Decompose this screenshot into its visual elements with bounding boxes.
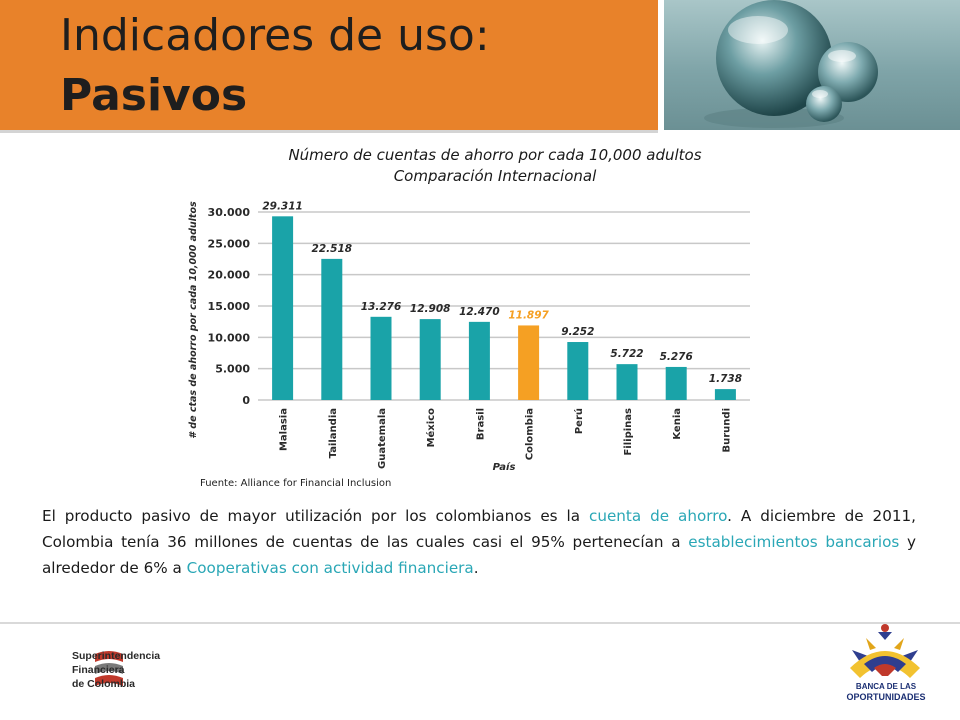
- data-label: 9.252: [561, 326, 594, 338]
- x-tick-label: Kenia: [672, 408, 683, 440]
- highlight-savings-account: cuenta de ahorro: [588, 507, 728, 525]
- data-label: 5.722: [610, 348, 643, 360]
- y-axis-label: # de ctas de ahorro por cada 10,000 adul…: [188, 201, 199, 439]
- chart-source: Fuente: Alliance for Financial Inclusion: [200, 478, 392, 489]
- y-tick-label: 30.000: [208, 206, 251, 219]
- paragraph-text-1: El producto pasivo de mayor utilización …: [42, 507, 589, 525]
- bar: [665, 366, 687, 400]
- x-tick-label: Brasil: [475, 408, 486, 440]
- data-label: 11.897: [508, 309, 549, 321]
- data-label: 12.908: [410, 303, 451, 315]
- water-drops-image: [664, 0, 960, 130]
- bar: [370, 316, 392, 400]
- highlight-banks: establecimientos bancarios: [688, 533, 900, 551]
- highlight-cooperatives: Cooperativas con actividad financiera: [186, 559, 474, 577]
- chart-title-line1: Número de cuentas de ahorro por cada 10,…: [288, 146, 702, 164]
- bar: [518, 325, 540, 400]
- banca-oportunidades-logo-icon: [850, 624, 920, 678]
- superintendencia-logo-icon: [95, 651, 123, 686]
- footer-divider: [0, 622, 960, 624]
- x-tick-label: Guatemala: [377, 408, 388, 469]
- paragraph-text-3: y alrededor de 6% a: [42, 533, 916, 577]
- data-label: 29.311: [262, 200, 303, 212]
- x-tick-label: México: [425, 408, 437, 448]
- slide-header: Indicadores de uso: Pasivos: [0, 0, 960, 130]
- banca-logo-line2: OPORTUNIDADES: [846, 692, 926, 702]
- y-tick-label: 5.000: [215, 363, 250, 376]
- banca-logo-line1: BANCA DE LAS: [855, 682, 917, 691]
- data-label: 5.276: [660, 351, 693, 363]
- data-label: 1.738: [709, 373, 742, 385]
- bar-chart: 0 5.000 10.000 15.000 20.000 25.000 30.000 # de…: [188, 200, 750, 473]
- y-tick-label: 0: [242, 394, 250, 407]
- x-tick-label: Colombia: [525, 408, 536, 460]
- chart-title-line2: Comparación Internacional: [393, 167, 597, 185]
- sf-line-3: de Colombia: [72, 678, 136, 690]
- paragraph-text-2: . A diciembre de 2011, Colombia tenía 36…: [42, 507, 917, 551]
- y-tick-label: 10.000: [208, 331, 251, 344]
- body-paragraph: El producto pasivo de mayor utilización …: [42, 503, 916, 581]
- x-tick-label: Burundi: [721, 408, 732, 453]
- data-label: 12.470: [459, 306, 500, 318]
- bar: [616, 364, 638, 400]
- superintendencia-logo-text: Superintendencia Financiera de Colombia: [72, 649, 160, 691]
- bar: [714, 389, 736, 400]
- slide-subtitle: Pasivos: [60, 70, 248, 121]
- data-label: 13.276: [361, 301, 402, 313]
- y-tick-label: 25.000: [208, 237, 251, 250]
- sf-line-1: Superintendencia: [72, 650, 161, 662]
- slide-title: Indicadores de uso:: [60, 10, 490, 61]
- x-tick-label: Filipinas: [623, 408, 634, 456]
- bar: [468, 321, 490, 400]
- header-band: [0, 0, 658, 130]
- header-divider: [0, 130, 658, 133]
- data-label: 22.518: [312, 243, 353, 255]
- paragraph-text-4: .: [473, 559, 479, 577]
- sf-line-2: Financiera: [72, 664, 125, 676]
- y-tick-label: 20.000: [208, 269, 251, 282]
- bar: [272, 216, 294, 400]
- bar: [321, 258, 343, 400]
- bar: [567, 342, 589, 400]
- chart-title: Número de cuentas de ahorro por cada 10,…: [190, 145, 800, 187]
- x-tick-label: Malasia: [279, 408, 290, 451]
- x-tick-label: Perú: [573, 408, 585, 434]
- y-tick-label: 15.000: [208, 300, 251, 313]
- bar: [419, 319, 441, 400]
- x-axis-label: País: [493, 461, 516, 473]
- x-tick-label: Tailandia: [328, 408, 339, 458]
